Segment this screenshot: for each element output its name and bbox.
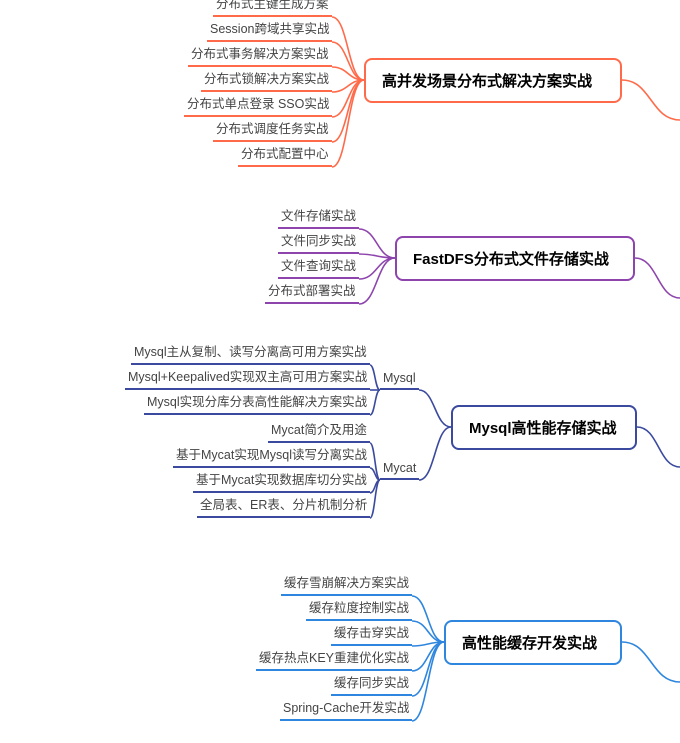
child-node: 基于Mycat实现Mysql读写分离实战 <box>173 444 370 468</box>
child-node: Mysql+Keepalived实现双主高可用方案实战 <box>125 366 370 390</box>
child-node: 缓存雪崩解决方案实战 <box>281 572 412 596</box>
child-node: 分布式事务解决方案实战 <box>188 43 332 67</box>
child-node: 缓存热点KEY重建优化实战 <box>256 647 412 671</box>
child-node: 缓存粒度控制实战 <box>306 597 412 621</box>
child-node: 分布式主键生成方案 <box>213 0 332 17</box>
child-node: Mycat简介及用途 <box>268 419 370 443</box>
child-node: 缓存击穿实战 <box>331 622 412 646</box>
main-node-s1: 高并发场景分布式解决方案实战 <box>364 58 622 103</box>
child-node: 缓存同步实战 <box>331 672 412 696</box>
child-node: 全局表、ER表、分片机制分析 <box>197 494 370 518</box>
child-node: 分布式部署实战 <box>265 280 359 304</box>
child-node: Mysql主从复制、读写分离高可用方案实战 <box>131 341 370 365</box>
child-node: 文件同步实战 <box>278 230 359 254</box>
child-node: 文件查询实战 <box>278 255 359 279</box>
child-node: Mysql实现分库分表高性能解决方案实战 <box>144 391 370 415</box>
main-node-s4: 高性能缓存开发实战 <box>444 620 622 665</box>
main-node-s2: FastDFS分布式文件存储实战 <box>395 236 635 281</box>
child-node: 分布式配置中心 <box>238 143 332 167</box>
mid-node: Mysql <box>380 371 419 390</box>
main-node-s3: Mysql高性能存储实战 <box>451 405 637 450</box>
child-node: 分布式锁解决方案实战 <box>201 68 332 92</box>
child-node: 文件存储实战 <box>278 205 359 229</box>
child-node: Spring-Cache开发实战 <box>280 697 412 721</box>
child-node: 分布式调度任务实战 <box>213 118 332 142</box>
mid-node: Mycat <box>380 461 419 480</box>
child-node: 基于Mycat实现数据库切分实战 <box>193 469 370 493</box>
child-node: 分布式单点登录 SSO实战 <box>184 93 332 117</box>
child-node: Session跨域共享实战 <box>207 18 332 42</box>
